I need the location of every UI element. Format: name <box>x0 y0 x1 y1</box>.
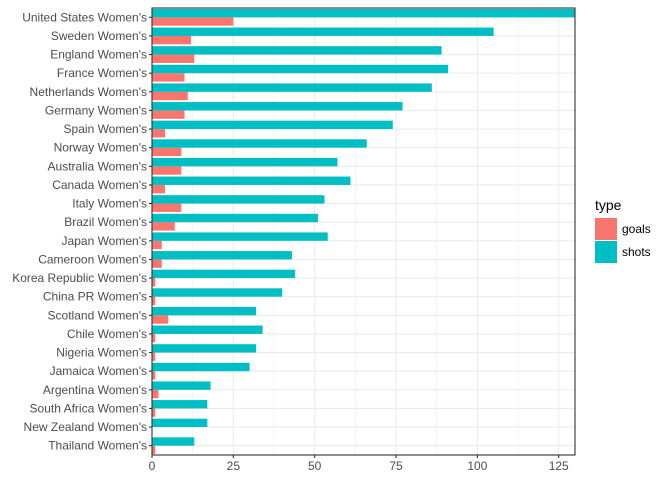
legend-label-goals: goals <box>622 222 651 236</box>
y-tick-label: Australia Women's <box>48 159 147 173</box>
bar-shots <box>152 27 494 36</box>
bar-shots <box>152 381 211 390</box>
y-tick-label: England Women's <box>50 48 147 62</box>
bar-goals <box>152 222 175 231</box>
bar-goals <box>152 408 156 417</box>
bar-shots <box>152 46 442 55</box>
bar-goals <box>152 333 156 343</box>
y-tick-label: Spain Women's <box>64 122 147 136</box>
panel-border <box>151 7 576 456</box>
bar-goals <box>152 129 166 138</box>
y-tick-label: Brazil Women's <box>64 215 147 229</box>
bar-goals <box>152 17 234 26</box>
y-tick-label: Germany Women's <box>45 103 147 117</box>
y-tick-label: Chile Women's <box>67 327 147 341</box>
y-tick-label: China PR Women's <box>43 290 147 304</box>
bar-shots <box>152 288 283 297</box>
y-tick-label: Argentina Women's <box>43 383 147 397</box>
bar-shots <box>152 139 367 148</box>
bar-goals <box>152 315 169 324</box>
bar-goals <box>152 203 182 212</box>
legend-key-shots <box>595 241 617 263</box>
plot-panel: United States Women's Sweden Women's Engla… <box>12 7 576 473</box>
y-tick-label: South Africa Women's <box>30 401 147 415</box>
y-tick-label: Japan Women's <box>62 234 147 248</box>
y-tick-label: United States Women's <box>22 10 147 24</box>
bar-shots <box>152 8 575 18</box>
bar-goals <box>152 184 166 194</box>
x-tick-label: 125 <box>549 459 569 473</box>
bar-goals <box>152 352 156 361</box>
y-tick-label: Sweden Women's <box>51 29 147 43</box>
bar-shots <box>152 102 403 111</box>
bar-goals <box>152 147 182 157</box>
bar-goals <box>152 371 156 380</box>
legend-key-goals <box>595 218 617 240</box>
bar-goals <box>152 110 185 119</box>
bar-shots <box>152 418 208 428</box>
x-tick-label: 75 <box>389 459 403 473</box>
bar-shots <box>152 437 195 446</box>
x-tick-label: 0 <box>149 459 156 473</box>
bars-group <box>152 8 575 455</box>
y-tick-label: Canada Women's <box>52 178 147 192</box>
bar-shots <box>152 120 393 130</box>
bar-shots <box>152 64 449 74</box>
bar-shots <box>152 83 432 92</box>
y-tick-label: France Women's <box>57 66 147 80</box>
legend-title: type <box>595 197 622 213</box>
bar-shots <box>152 400 208 409</box>
bar-goals <box>152 278 156 287</box>
y-tick-label: Norway Women's <box>54 141 147 155</box>
y-tick-label: Korea Republic Women's <box>12 271 147 285</box>
bar-goals <box>152 91 188 101</box>
y-tick-label: New Zealand Women's <box>24 420 147 434</box>
bar-shots <box>152 269 296 279</box>
bar-goals <box>152 35 192 45</box>
bar-goals <box>152 73 185 82</box>
bar-shots <box>152 195 325 204</box>
bar-shots <box>152 344 257 353</box>
x-tick-label: 100 <box>467 459 487 473</box>
y-tick-label: Netherlands Women's <box>30 85 147 99</box>
y-tick-label: Nigeria Women's <box>56 346 147 360</box>
bar-shots <box>152 213 318 223</box>
bar-goals <box>152 259 162 268</box>
y-tick-label: Cameroon Women's <box>38 252 147 266</box>
bar-shots <box>152 232 328 241</box>
bar-goals <box>152 389 159 399</box>
bar-shots <box>152 325 263 334</box>
bar-shots <box>152 251 292 260</box>
bar-shots <box>152 157 338 167</box>
bar-goals <box>152 445 156 455</box>
panel-background <box>152 8 575 455</box>
x-tick-label: 25 <box>227 459 241 473</box>
bar-goals <box>152 54 195 63</box>
bar-goals <box>152 166 182 175</box>
bar-shots <box>152 362 250 372</box>
bar-shots <box>152 306 257 316</box>
y-tick-label: Jamaica Women's <box>50 364 147 378</box>
y-tick-label: Scotland Women's <box>48 308 147 322</box>
y-tick-label: Italy Women's <box>72 197 147 211</box>
bar-goals <box>152 296 156 306</box>
legend: type goals shots <box>595 197 651 263</box>
y-tick-label: Thailand Women's <box>48 439 147 453</box>
bar-shots <box>152 176 351 185</box>
bar-goals <box>152 240 162 250</box>
legend-label-shots: shots <box>622 245 651 259</box>
x-tick-label: 50 <box>308 459 322 473</box>
